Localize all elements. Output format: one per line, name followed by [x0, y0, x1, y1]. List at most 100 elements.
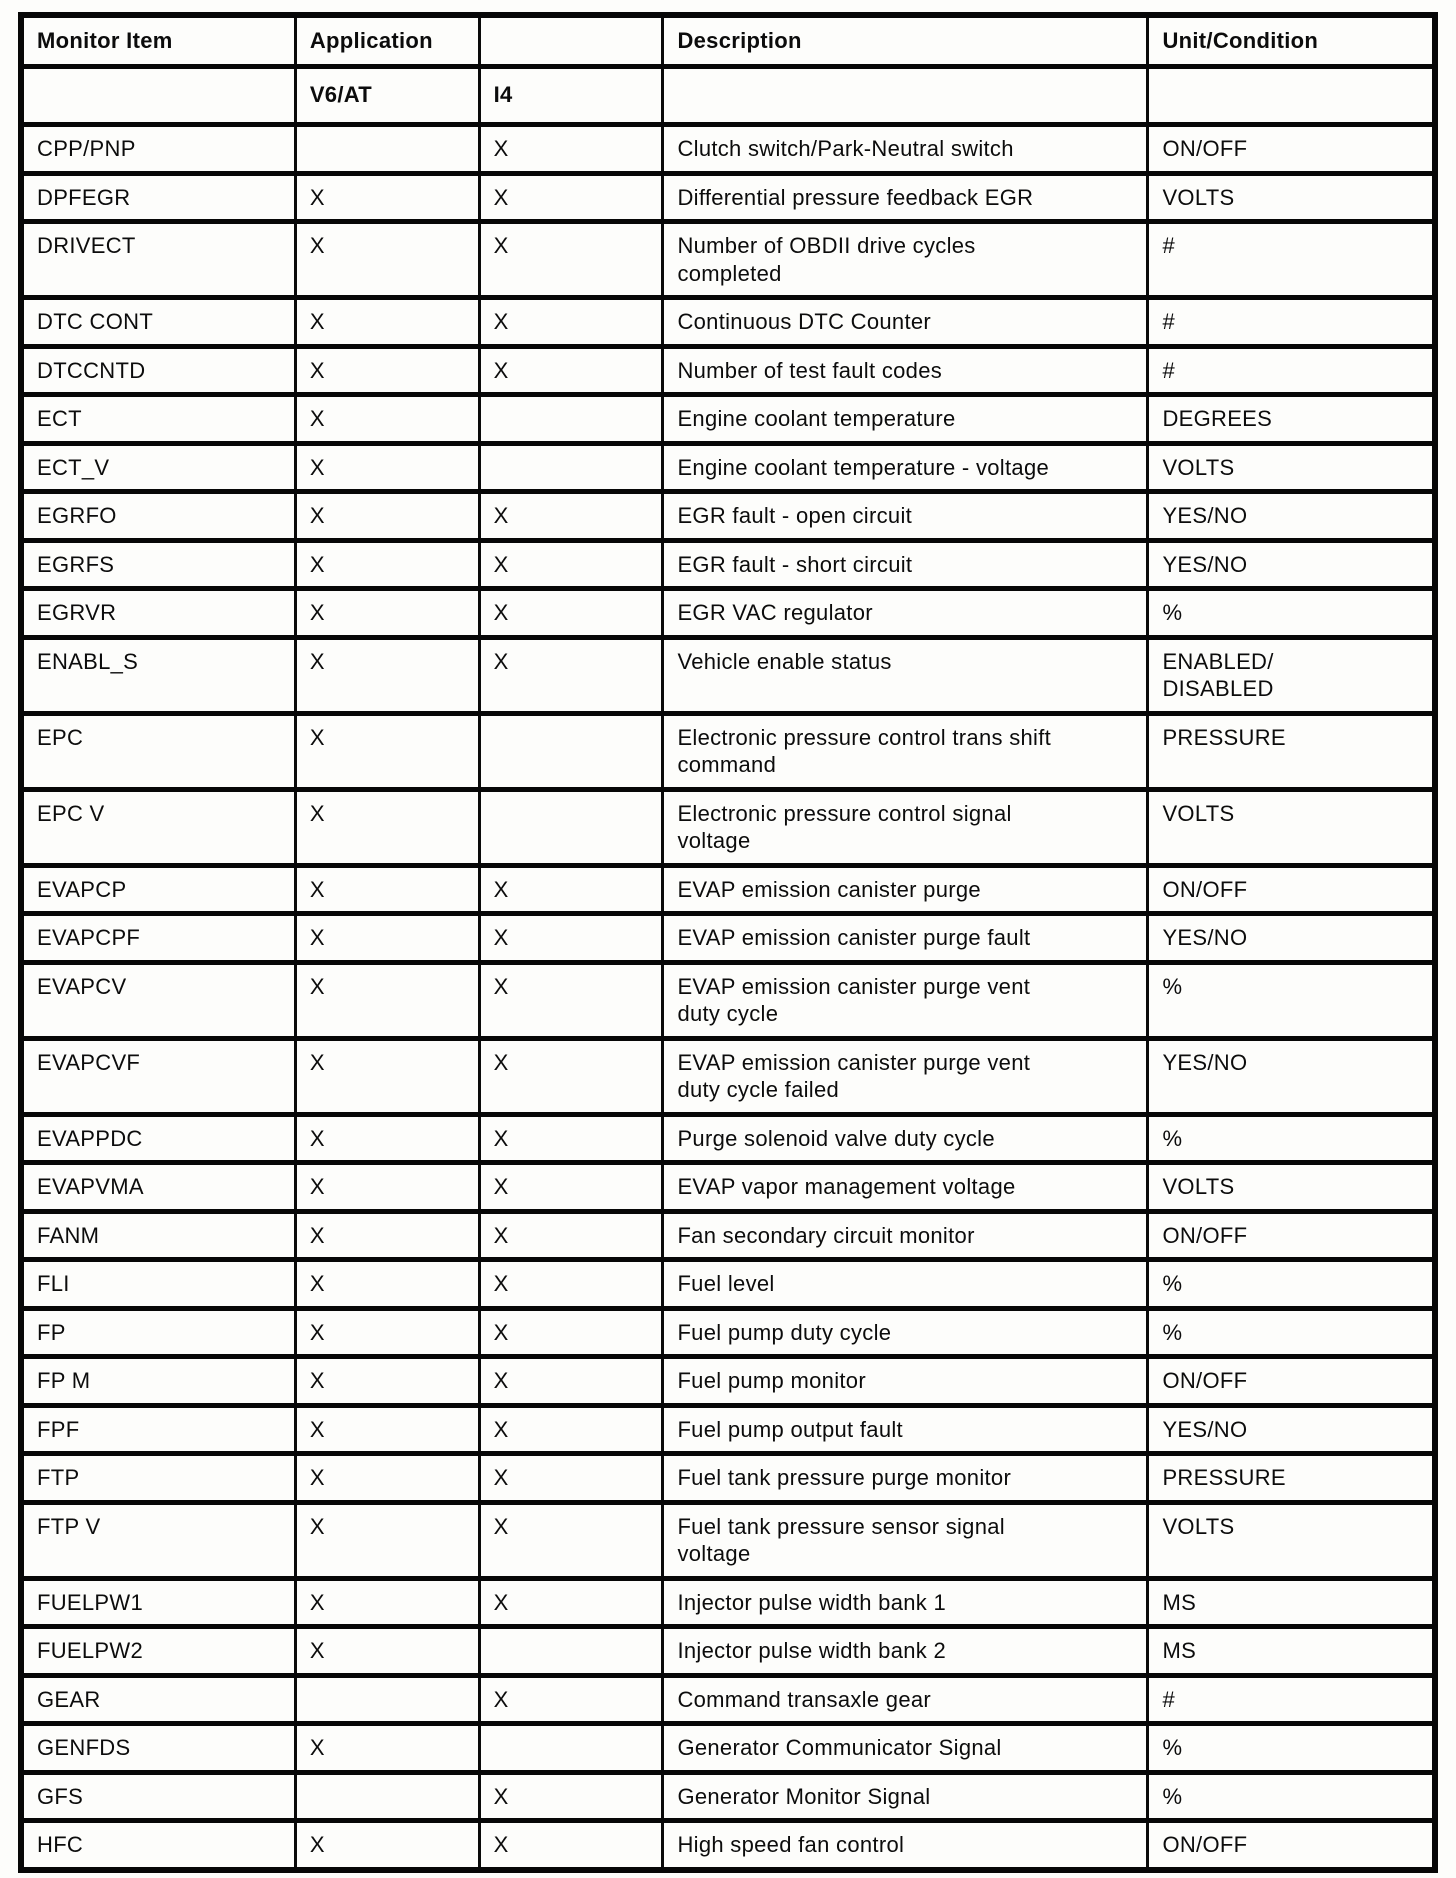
monitor-item-cell: DTCCNTD: [19, 343, 297, 397]
table-row: EPC X Electronic pressure control trans …: [19, 710, 1437, 792]
subheader-empty-unit: [1146, 63, 1437, 127]
unit-condition-cell: PRESSURE: [1146, 710, 1437, 792]
table-row: ECT_V X Engine coolant temperature - vol…: [19, 440, 1437, 494]
unit-condition-cell: #: [1146, 343, 1437, 397]
table-row: EVAPCV X X EVAP emission canister purge …: [19, 959, 1437, 1041]
header-row: Monitor Item Application Description Uni…: [19, 12, 1437, 69]
monitor-item-cell: EGRFO: [19, 489, 297, 543]
header-description: Description: [661, 12, 1150, 69]
description-cell: Engine coolant temperature: [661, 392, 1150, 446]
table-row: DTCCNTD X X Number of test fault codes #: [19, 343, 1437, 397]
monitor-item-cell: FTP V: [19, 1499, 297, 1581]
table-row: ENABL_S X X Vehicle enable status ENABLE…: [19, 634, 1437, 716]
application-v6at-cell: X: [293, 1354, 481, 1408]
application-v6at-cell: X: [293, 1257, 481, 1311]
unit-condition-cell: %: [1146, 959, 1437, 1041]
unit-condition-cell: VOLTS: [1146, 1160, 1437, 1214]
application-v6at-cell: X: [293, 537, 481, 591]
monitor-item-cell: EVAPPDC: [19, 1111, 297, 1165]
description-cell: Continuous DTC Counter: [661, 295, 1150, 349]
unit-condition-cell: %: [1146, 1769, 1437, 1823]
table-row: EVAPCP X X EVAP emission canister purge …: [19, 862, 1437, 916]
table-row: EGRVR X X EGR VAC regulator %: [19, 586, 1437, 640]
unit-condition-cell: VOLTS: [1146, 786, 1437, 868]
unit-condition-cell: YES/NO: [1146, 911, 1437, 965]
application-v6at-cell: X: [293, 219, 481, 300]
description-cell: Generator Communicator Signal: [661, 1721, 1150, 1775]
application-v6at-cell: X: [293, 862, 481, 916]
unit-condition-cell: YES/NO: [1146, 537, 1437, 591]
subheader-i4: I4: [477, 63, 665, 127]
subheader-v6at: V6/AT: [293, 63, 481, 127]
application-v6at-cell: X: [293, 1402, 481, 1456]
table-row: FANM X X Fan secondary circuit monitor O…: [19, 1208, 1437, 1262]
description-cell: EVAP vapor management voltage: [661, 1160, 1150, 1214]
application-v6at-cell: X: [293, 1035, 481, 1117]
application-i4-cell: X: [477, 1499, 665, 1581]
table-body: CPP/PNP X Clutch switch/Park-Neutral swi…: [19, 122, 1437, 1872]
application-i4-cell: [477, 786, 665, 868]
table-row: GEAR X Command transaxle gear #: [19, 1672, 1437, 1726]
description-cell: Engine coolant temperature - voltage: [661, 440, 1150, 494]
unit-condition-cell: YES/NO: [1146, 1035, 1437, 1117]
unit-condition-cell: %: [1146, 1721, 1437, 1775]
application-i4-cell: [477, 392, 665, 446]
application-i4-cell: X: [477, 862, 665, 916]
header-application: Application: [293, 12, 481, 69]
header-application-empty: [477, 12, 665, 69]
unit-condition-cell: DEGREES: [1146, 392, 1437, 446]
table-row: HFC X X High speed fan control ON/OFF: [19, 1818, 1437, 1872]
application-v6at-cell: X: [293, 1208, 481, 1262]
monitor-item-cell: ECT: [19, 392, 297, 446]
table-row: FUELPW2 X Injector pulse width bank 2 MS: [19, 1624, 1437, 1678]
unit-condition-cell: #: [1146, 219, 1437, 300]
description-cell: EVAP emission canister purge vent duty c…: [661, 1035, 1150, 1117]
monitor-item-cell: EVAPCP: [19, 862, 297, 916]
description-cell: Fuel pump output fault: [661, 1402, 1150, 1456]
application-i4-cell: X: [477, 586, 665, 640]
application-v6at-cell: X: [293, 1818, 481, 1872]
subheader-empty-item: [19, 63, 297, 127]
application-i4-cell: X: [477, 1257, 665, 1311]
application-v6at-cell: X: [293, 295, 481, 349]
table-row: CPP/PNP X Clutch switch/Park-Neutral swi…: [19, 122, 1437, 176]
table-row: DPFEGR X X Differential pressure feedbac…: [19, 170, 1437, 224]
monitor-item-cell: GEAR: [19, 1672, 297, 1726]
unit-condition-cell: ON/OFF: [1146, 1354, 1437, 1408]
monitor-item-cell: ENABL_S: [19, 634, 297, 716]
application-v6at-cell: X: [293, 489, 481, 543]
application-v6at-cell: X: [293, 710, 481, 792]
application-i4-cell: X: [477, 1451, 665, 1505]
application-v6at-cell: [293, 1672, 481, 1726]
description-cell: EVAP emission canister purge: [661, 862, 1150, 916]
application-i4-cell: X: [477, 295, 665, 349]
application-i4-cell: X: [477, 489, 665, 543]
application-i4-cell: X: [477, 170, 665, 224]
monitor-item-cell: EGRVR: [19, 586, 297, 640]
description-cell: EGR VAC regulator: [661, 586, 1150, 640]
monitor-item-cell: GFS: [19, 1769, 297, 1823]
description-cell: Differential pressure feedback EGR: [661, 170, 1150, 224]
description-cell: EVAP emission canister purge fault: [661, 911, 1150, 965]
unit-condition-cell: VOLTS: [1146, 170, 1437, 224]
application-i4-cell: X: [477, 537, 665, 591]
application-v6at-cell: X: [293, 1305, 481, 1359]
table-row: FPF X X Fuel pump output fault YES/NO: [19, 1402, 1437, 1456]
application-v6at-cell: X: [293, 1111, 481, 1165]
application-i4-cell: X: [477, 1354, 665, 1408]
application-i4-cell: X: [477, 634, 665, 716]
description-cell: Injector pulse width bank 2: [661, 1624, 1150, 1678]
header-monitor-item: Monitor Item: [19, 12, 297, 69]
application-v6at-cell: X: [293, 959, 481, 1041]
subheader-empty-description: [661, 63, 1150, 127]
unit-condition-cell: YES/NO: [1146, 1402, 1437, 1456]
table-row: FUELPW1 X X Injector pulse width bank 1 …: [19, 1575, 1437, 1629]
application-i4-cell: X: [477, 1575, 665, 1629]
monitor-item-cell: FLI: [19, 1257, 297, 1311]
application-i4-cell: [477, 1721, 665, 1775]
unit-condition-cell: %: [1146, 1305, 1437, 1359]
monitor-item-cell: FPF: [19, 1402, 297, 1456]
monitor-item-cell: FUELPW2: [19, 1624, 297, 1678]
table-row: FLI X X Fuel level %: [19, 1257, 1437, 1311]
